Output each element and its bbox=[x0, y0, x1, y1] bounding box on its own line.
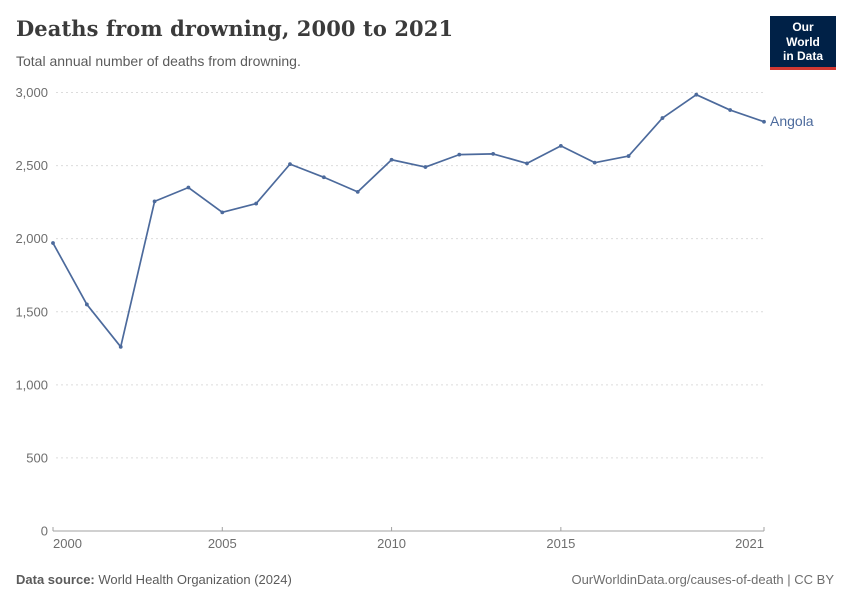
datasource-label: Data source: bbox=[16, 572, 95, 587]
owid-logo-line2: in Data bbox=[782, 49, 823, 64]
svg-text:2000: 2000 bbox=[53, 536, 82, 551]
svg-text:0: 0 bbox=[41, 524, 48, 539]
svg-text:2015: 2015 bbox=[546, 536, 575, 551]
svg-text:2005: 2005 bbox=[208, 536, 237, 551]
svg-text:2,000: 2,000 bbox=[15, 231, 48, 246]
owid-logo[interactable]: Our World in Data bbox=[770, 16, 836, 70]
svg-text:1,000: 1,000 bbox=[15, 377, 48, 392]
svg-text:1,500: 1,500 bbox=[15, 304, 48, 319]
footer-datasource: Data source: World Health Organization (… bbox=[16, 572, 292, 587]
page-subtitle: Total annual number of deaths from drown… bbox=[16, 53, 301, 69]
svg-text:2,500: 2,500 bbox=[15, 158, 48, 173]
svg-text:2021: 2021 bbox=[735, 536, 764, 551]
chart-footer: Data source: World Health Organization (… bbox=[16, 572, 834, 587]
svg-text:2010: 2010 bbox=[377, 536, 406, 551]
svg-text:3,000: 3,000 bbox=[15, 85, 48, 100]
datasource-value: World Health Organization (2024) bbox=[94, 572, 292, 587]
page-title: Deaths from drowning, 2000 to 2021 bbox=[16, 16, 454, 41]
owid-logo-line1: Our World bbox=[786, 20, 820, 49]
footer-link[interactable]: OurWorldinData.org/causes-of-death | CC … bbox=[571, 572, 834, 587]
svg-text:500: 500 bbox=[26, 450, 48, 465]
series-label: Angola bbox=[770, 112, 814, 129]
